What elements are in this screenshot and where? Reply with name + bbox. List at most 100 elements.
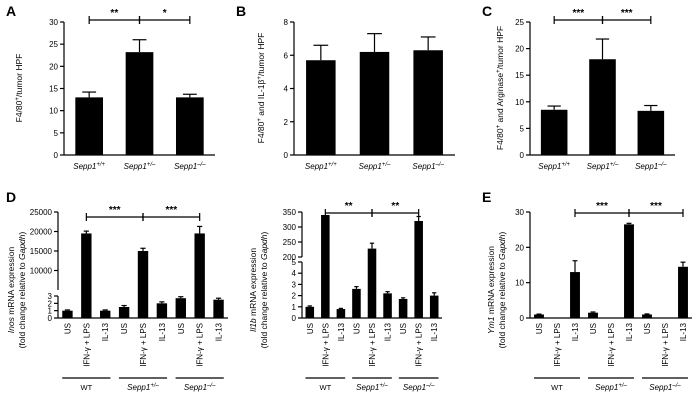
- category-label: Sepp1+/–: [356, 383, 388, 392]
- category-label: Sepp1+/–: [359, 162, 391, 171]
- bar: [359, 51, 390, 155]
- bar: [367, 248, 377, 318]
- x-tick-label: US: [63, 323, 72, 334]
- y-tick-label: 3: [48, 292, 53, 301]
- y-tick-label: 30: [515, 208, 524, 217]
- x-tick-label: US: [535, 323, 544, 334]
- panel-letter-e: E: [482, 189, 491, 205]
- x-tick-label: IL-13: [101, 322, 110, 341]
- y-tick-label: 1: [292, 303, 297, 312]
- bar: [125, 52, 154, 155]
- y-tick-label: 200: [283, 253, 297, 262]
- y-tick-label: 15: [515, 71, 524, 80]
- x-tick-label: IFN-γ + LPS: [82, 323, 91, 367]
- y-tick-label: 2: [48, 299, 53, 308]
- bar: [383, 293, 392, 318]
- y-tick-label: 25: [49, 40, 58, 49]
- significance-label: ***: [650, 201, 662, 212]
- bar: [540, 109, 568, 155]
- panel-d-inos-ylabel: Inos mRNA expression (fold change relati…: [6, 231, 27, 348]
- category-label: WT: [319, 383, 331, 392]
- bar: [678, 266, 688, 318]
- y-tick-label: 2: [292, 292, 297, 301]
- x-tick-label: IFN-γ + LPS: [139, 323, 148, 367]
- y-tick-label: 5: [292, 258, 297, 267]
- category-label: Sepp1–/–: [412, 162, 444, 171]
- bar: [156, 303, 168, 318]
- y-tick-label: 0: [520, 314, 525, 323]
- y-tick-label: 300: [283, 223, 297, 232]
- category-label: Sepp1+/–: [124, 162, 156, 171]
- bar: [642, 314, 652, 318]
- panel-letter-d: D: [6, 189, 16, 205]
- y-tick-label: 20000: [30, 228, 53, 237]
- significance-label: ***: [596, 201, 608, 212]
- svg-text:(fold change relative to Gapdh: (fold change relative to Gapdh): [497, 231, 507, 348]
- y-tick-label: 20: [515, 243, 524, 252]
- y-tick-label: 0: [284, 151, 289, 160]
- bar: [305, 306, 315, 318]
- panel-a-ylabel: F4/80+/tumor HPF: [14, 54, 24, 123]
- panel-e-plot: 0 10 20 30 US IFN-γ + LPS IL-13 US IFN-γ + LPS IL…: [515, 201, 692, 392]
- bar: [552, 317, 562, 319]
- svg-text:F4/80+ and Arginase+/tumor HPF: F4/80+ and Arginase+/tumor HPF: [495, 26, 505, 150]
- x-tick-label: IFN-γ + LPS: [415, 323, 424, 367]
- x-tick-label: IL-13: [215, 322, 224, 341]
- y-tick-label: 0: [54, 151, 59, 160]
- bar: [398, 298, 408, 318]
- panel-c-plot: 0 5 10 15 20 25 Sepp1+/+ Sepp1+/– Sepp1–/– *** ***: [515, 8, 675, 171]
- x-tick-label: IL-13: [679, 322, 688, 341]
- y-tick-label: 10: [515, 279, 524, 288]
- category-label: Sepp1–/–: [174, 162, 206, 171]
- x-tick-label: IL-13: [158, 322, 167, 341]
- bar: [589, 59, 616, 155]
- bar: [137, 251, 149, 318]
- bar: [100, 310, 111, 318]
- panel-c: C F4/80+ and Arginase+/tumor HPF 0 5 10 15 2…: [482, 3, 675, 171]
- significance-label: **: [391, 201, 399, 212]
- category-label: Sepp1+/–: [595, 383, 627, 392]
- y-tick-label: 10000: [30, 267, 53, 276]
- y-tick-label: 5: [520, 124, 525, 133]
- y-tick-label: 25000: [30, 208, 53, 217]
- bar: [606, 317, 616, 319]
- x-tick-label: US: [643, 323, 652, 334]
- bar: [81, 233, 92, 318]
- category-label: Sepp1+/–: [587, 162, 619, 171]
- y-tick-label: 250: [283, 238, 297, 247]
- y-tick-label: 1: [48, 307, 53, 316]
- panel-d-inos: D Inos mRNA expression (fold change rela…: [6, 189, 228, 392]
- x-tick-label: IL-13: [430, 322, 439, 341]
- category-label: WT: [80, 383, 92, 392]
- x-tick-label: US: [306, 323, 315, 334]
- y-tick-label: 3: [292, 280, 297, 289]
- bar: [194, 233, 205, 318]
- panel-e-ylabel: Ym1 mRNA expression (fold change relativ…: [486, 231, 507, 348]
- bar: [75, 97, 104, 155]
- bar: [175, 97, 204, 155]
- y-tick-label: 0: [520, 151, 525, 160]
- category-label: WT: [551, 383, 563, 392]
- panel-e: E Ym1 mRNA expression (fold change relat…: [482, 189, 692, 392]
- panel-letter-b: B: [236, 3, 246, 19]
- svg-text:F4/80+ and IL-1β+/tumor HPF: F4/80+ and IL-1β+/tumor HPF: [256, 33, 266, 144]
- significance-label: *: [163, 8, 167, 19]
- category-label: Sepp1+/+: [538, 162, 570, 171]
- y-tick-label: 15: [49, 85, 58, 94]
- category-label: Sepp1–/–: [649, 383, 681, 392]
- panel-d-il1b: Il1b mRNA expression (fold change relati…: [248, 201, 442, 392]
- x-tick-label: US: [589, 323, 598, 334]
- y-tick-label: 4: [284, 85, 289, 94]
- x-tick-label: IFN-γ + LPS: [553, 323, 562, 367]
- x-tick-label: IFN-γ + LPS: [321, 323, 330, 367]
- x-tick-label: IL-13: [337, 322, 346, 341]
- bar: [414, 221, 423, 318]
- x-tick-label: IL-13: [384, 322, 393, 341]
- y-tick-label: 10: [49, 107, 58, 116]
- category-label: Sepp1+/+: [305, 162, 337, 171]
- svg-text:F4/80+/tumor HPF: F4/80+/tumor HPF: [14, 54, 24, 123]
- category-label: Sepp1–/–: [403, 383, 435, 392]
